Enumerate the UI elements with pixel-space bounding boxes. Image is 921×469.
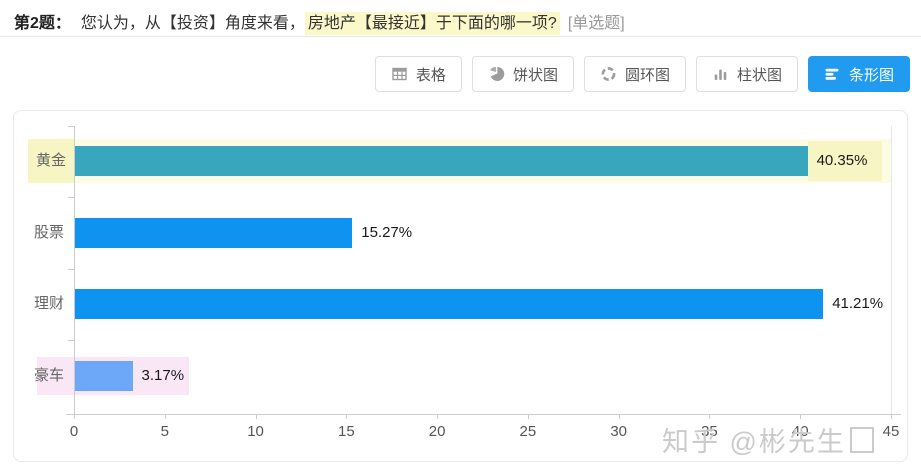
x-axis-line [66,414,901,415]
x-axis-tick [709,414,711,419]
bar-2[interactable] [75,218,353,248]
horizontal-bar-chart: 0 5 10 15 20 25 30 35 40 45 黄金 40.35% 股票 15.27% 理财 41.2… [14,111,907,461]
watermark: 知乎 @彬先生 [662,420,874,459]
tab-bar-chart-label: 条形图 [848,66,894,84]
bar-1[interactable] [75,146,808,176]
y-axis-line [74,126,75,415]
x-tick-label: 40 [791,423,809,440]
tab-donut-chart-label: 圆环图 [624,66,670,84]
x-axis-tick [346,414,348,419]
x-tick-label: 20 [428,423,446,440]
x-tick-label: 15 [337,423,355,440]
column-chart-icon [712,66,729,82]
value-label: 3.17% [141,367,185,384]
tab-pie-chart-label: 饼状图 [512,66,558,84]
question-number: 第2题： [14,15,71,32]
category-label: 黄金 [28,139,74,183]
x-axis-tick [74,414,75,419]
x-axis-tick [800,414,802,419]
header-divider [0,36,921,37]
x-axis-tick [527,414,529,419]
category-label: 豪车 [33,367,64,384]
chart-card: 0 5 10 15 20 25 30 35 40 45 黄金 40.35% 股票 15.27% 理财 41.2… [13,110,908,462]
question-title: 第2题： 您认为，从【投资】角度来看， 房地产【最接近】于下面的哪一项? [单选题] [14,9,625,35]
bar-4[interactable] [75,361,133,391]
bar-3[interactable] [75,289,824,319]
value-label-chip: 40.35% [807,141,882,181]
y-axis-tick [68,126,74,127]
tab-table[interactable]: 表格 [374,56,462,92]
watermark-box-icon [849,426,874,453]
y-axis-tick [68,197,74,198]
watermark-text: 知乎 @彬先生 [662,427,846,457]
question-type-badge: [单选题] [567,15,625,32]
category-label: 理财 [33,295,64,312]
bar-chart-icon [824,66,841,82]
tab-bar-chart[interactable]: 条形图 [807,56,910,92]
x-tick-label: 30 [610,423,627,440]
question-text-highlighted: 房地产【最接近】于下面的哪一项? [304,12,560,35]
gridline-45 [891,126,892,414]
x-axis-tick [437,414,439,419]
tab-pie-chart[interactable]: 饼状图 [471,56,574,92]
tab-column-chart-label: 柱状图 [736,66,782,84]
x-tick-label: 0 [69,423,79,440]
x-axis-tick [255,414,257,419]
table-icon [391,66,408,82]
x-axis-tick [618,414,620,419]
value-label: 15.27% [361,224,413,241]
x-tick-label: 10 [247,423,264,440]
y-axis-tick [68,269,74,270]
tab-donut-chart[interactable]: 圆环图 [583,56,686,92]
category-label: 股票 [33,224,64,241]
donut-icon [600,66,617,82]
value-label: 41.21% [832,295,884,312]
y-axis-tick [68,340,74,341]
pie-icon [488,66,505,82]
tab-table-label: 表格 [415,66,446,84]
x-axis-tick [891,414,892,419]
x-axis-tick [164,414,166,419]
x-tick-label: 45 [882,423,900,440]
question-text: 您认为，从【投资】角度来看， [80,15,305,32]
chart-type-toolbar: 表格 饼状图 圆环图 柱状图 [374,56,910,92]
x-tick-label: 35 [701,423,718,440]
x-tick-label: 25 [519,423,537,440]
x-tick-label: 5 [160,423,169,440]
tab-column-chart[interactable]: 柱状图 [695,56,798,92]
